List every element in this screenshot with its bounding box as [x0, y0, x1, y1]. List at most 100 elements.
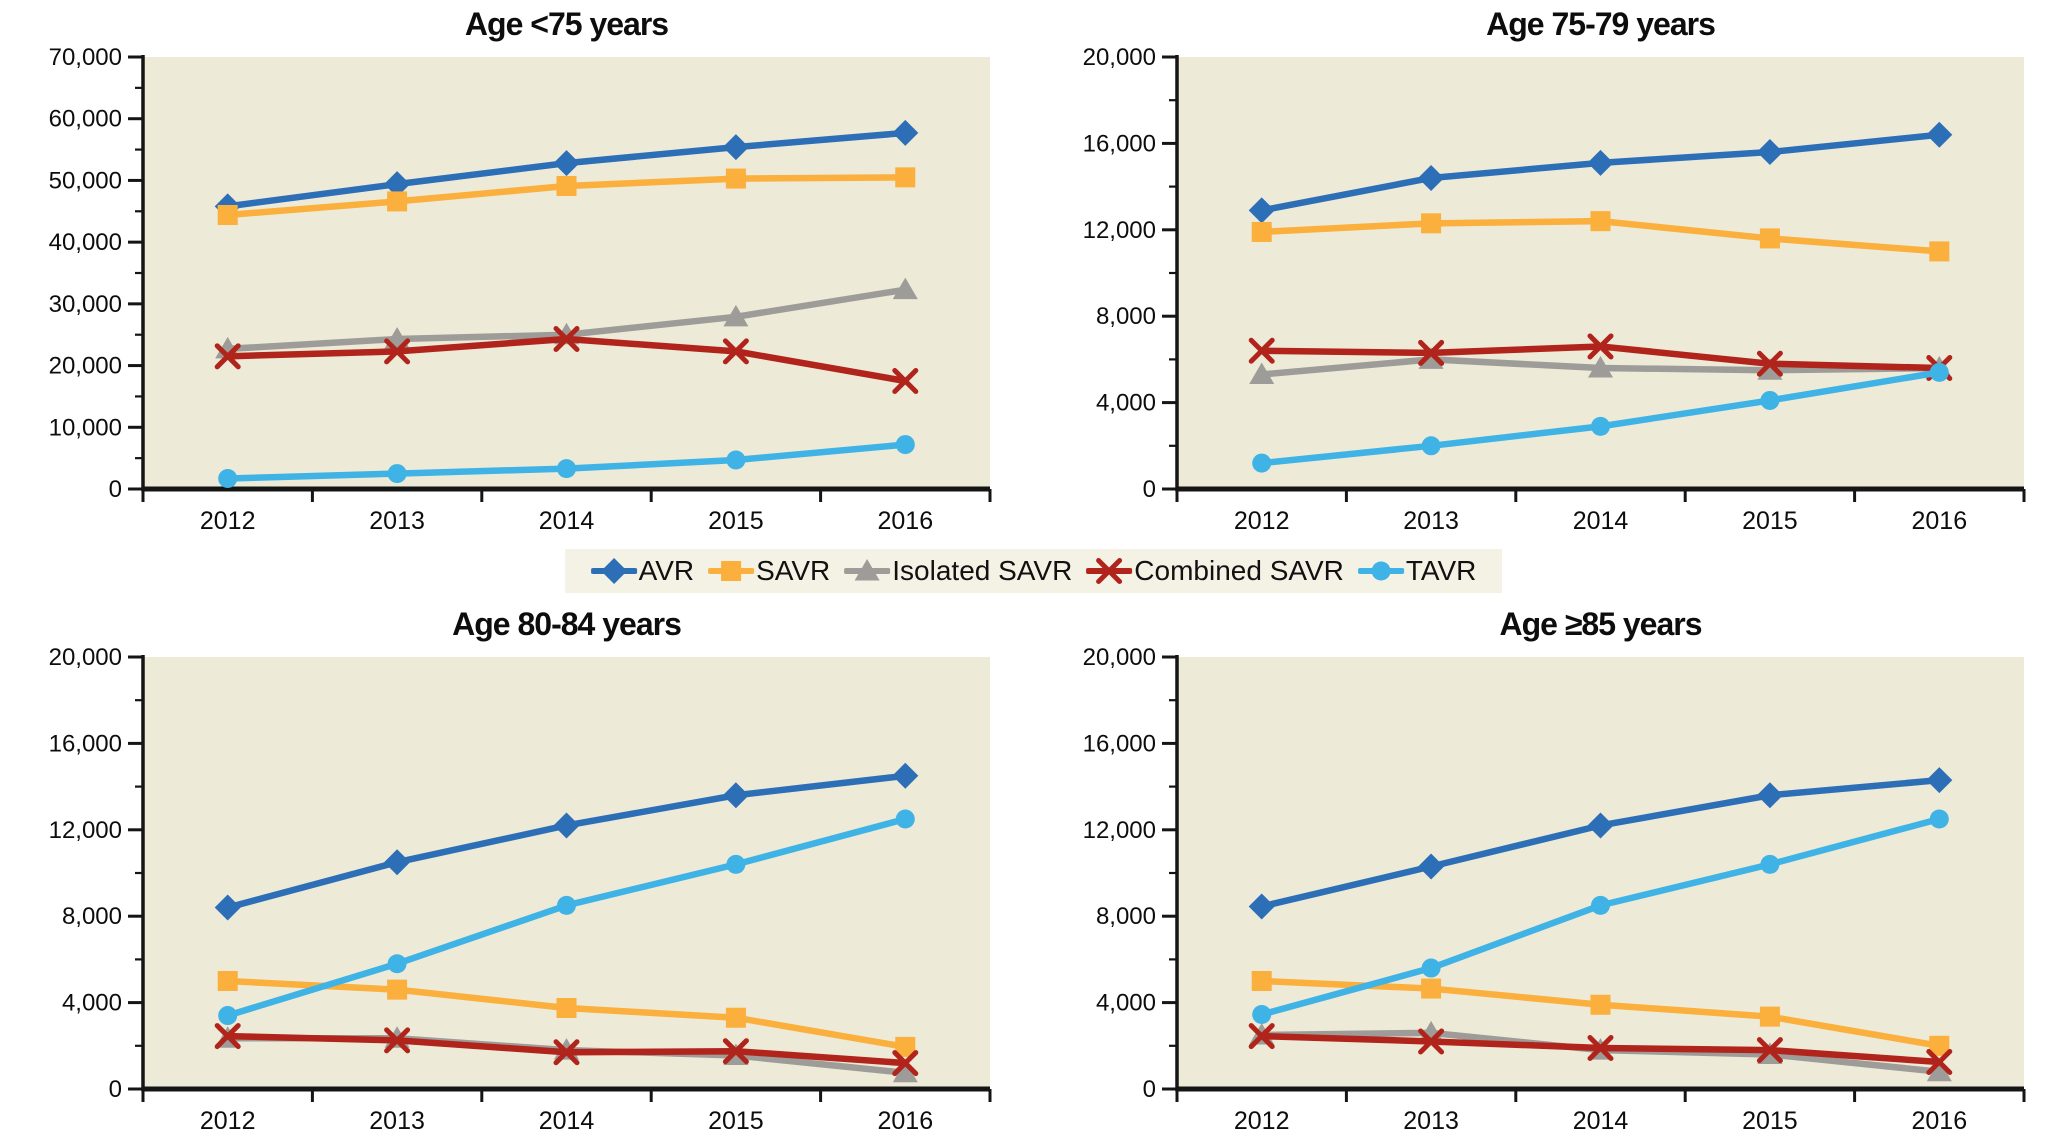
marker-circle [1591, 416, 1610, 436]
chart-title-age-ge85: Age ≥85 years [1499, 606, 1702, 642]
chart-age-ge85: 0 4,000 8,000 12,000 16,000 20,000 2012 2013 201… [1083, 644, 2026, 1135]
marker-x [1587, 1034, 1614, 1061]
marker-circle [1929, 809, 1949, 829]
marker-circle [218, 469, 238, 489]
marker-square [895, 167, 916, 188]
marker-square [1929, 1035, 1950, 1056]
y-tick-label: 8,000 [62, 903, 122, 930]
y-tick-label: 0 [109, 1076, 122, 1103]
marker-circle [218, 1006, 238, 1026]
marker-triangle [1588, 356, 1613, 378]
marker-diamond [722, 782, 749, 809]
marker-circle [1252, 453, 1272, 473]
marker-triangle [1249, 362, 1275, 385]
marker-square [1421, 978, 1442, 999]
y-tick-label: 30,000 [49, 291, 122, 318]
marker-diamond [1418, 853, 1445, 880]
marker-diamond [1248, 893, 1275, 920]
y-tick-label: 20,000 [1083, 44, 1156, 71]
plot-area [143, 657, 990, 1089]
legend-label: SAVR [756, 555, 831, 586]
y-tick-label: 0 [109, 476, 122, 503]
y-tick-label: 4,000 [1096, 990, 1156, 1017]
chart-age-80-84: 0 4,000 8,000 12,000 16,000 20,000 2012 2013 201… [49, 644, 992, 1135]
x-tick-label: 2016 [1911, 507, 1967, 535]
x-tick-label: 2012 [200, 507, 256, 535]
y-tick-label: 12,000 [1083, 217, 1156, 244]
marker-diamond [722, 134, 749, 161]
x-tick-label: 2014 [539, 1107, 595, 1135]
marker-diamond [1926, 767, 1953, 794]
marker-x [722, 338, 749, 365]
marker-diamond [1756, 139, 1783, 166]
marker-x [553, 326, 580, 353]
x-tick-label: 2013 [1403, 1107, 1459, 1135]
marker-circle [1760, 854, 1780, 874]
marker-circle [387, 954, 407, 974]
x-tick-label: 2015 [708, 1107, 764, 1135]
y-tick-label: 4,000 [62, 990, 122, 1017]
series-combined-savr [1248, 1023, 1953, 1075]
y-tick-label: 70,000 [49, 44, 122, 71]
y-tick-label: 4,000 [1096, 390, 1156, 417]
marker-x [1926, 1049, 1953, 1075]
marker-x [1587, 333, 1614, 360]
marker-diamond [1587, 812, 1614, 839]
marker-x [214, 343, 241, 370]
marker-circle [1371, 561, 1391, 581]
marker-x [722, 1038, 749, 1065]
marker-x [1756, 350, 1783, 377]
x-tick-label: 2016 [877, 1107, 933, 1135]
y-tick-label: 50,000 [49, 167, 122, 194]
marker-diamond [1756, 782, 1783, 809]
series-tavr [1252, 809, 1949, 1024]
marker-square [725, 168, 746, 189]
legend-item-combined-savr: Combined SAVR [1086, 555, 1344, 587]
y-tick-label: 16,000 [1083, 730, 1156, 757]
y-tick-label: 8,000 [1096, 903, 1156, 930]
series-avr [214, 119, 919, 220]
x-tick-label: 2015 [1742, 507, 1798, 535]
y-tick-label: 60,000 [49, 106, 122, 133]
marker-diamond [892, 119, 919, 146]
marker-square [387, 979, 408, 1000]
marker-square [1759, 1006, 1780, 1027]
marker-circle [1591, 895, 1610, 915]
x-tick-label: 2014 [539, 507, 595, 535]
panel-age-75-79: Age 75-79 years 0 4,000 8,000 12,000 16,000 2… [1034, 0, 2067, 540]
chart-age-75-79: 0 4,000 8,000 12,000 16,000 20,000 2012 2013 201… [1083, 44, 2026, 535]
marker-diamond [384, 171, 411, 198]
marker-square [1929, 241, 1950, 262]
x-tick-label: 2016 [1911, 1107, 1967, 1135]
marker-square [1759, 228, 1780, 249]
marker-square [556, 998, 577, 1018]
marker-square [387, 191, 408, 212]
marker-diamond [1248, 197, 1275, 224]
marker-square [1421, 213, 1442, 234]
x-tick-label: 2016 [877, 507, 933, 535]
marker-diamond [1926, 121, 1953, 148]
marker-x [1248, 1023, 1275, 1050]
y-tick-label: 20,000 [1083, 644, 1156, 671]
marker-square [1590, 211, 1611, 232]
y-tick-label: 12,000 [1083, 817, 1156, 844]
marker-circle [557, 459, 576, 479]
y-tick-label: 10,000 [49, 414, 122, 441]
square-legend-icon [708, 561, 755, 581]
x-tick-label: 2014 [1573, 1107, 1629, 1135]
y-tick-label: 16,000 [49, 730, 122, 757]
y-tick-label: 16,000 [1083, 130, 1156, 157]
diamond-legend-icon [590, 558, 637, 584]
legend-item-tavr: TAVR [1357, 555, 1477, 587]
marker-diamond [384, 849, 411, 876]
marker-x [1756, 1037, 1783, 1064]
series-tavr [218, 435, 915, 489]
legend: AVR SAVR Isolated SAVR Combined SAVR TAVR [564, 549, 1503, 593]
marker-diamond [553, 812, 580, 839]
legend-label: TAVR [1405, 555, 1477, 586]
x-tick-label: 2013 [369, 507, 425, 535]
triangle-legend-icon [844, 559, 891, 581]
legend-item-avr: AVR [590, 555, 694, 587]
chart-age-lt75: 0 10,000 20,000 30,000 40,000 50,000 60,000 70,… [49, 44, 992, 535]
y-tick-label: 0 [1143, 476, 1156, 503]
